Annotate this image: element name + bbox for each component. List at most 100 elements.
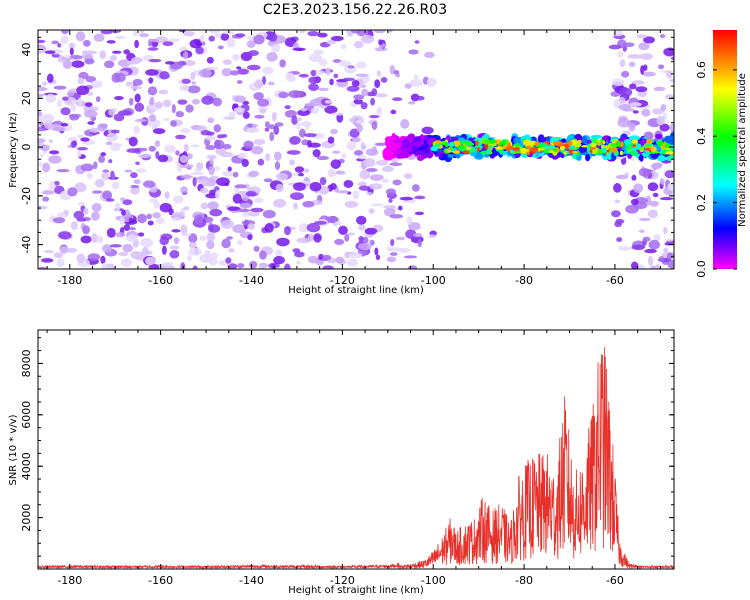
spectrogram-signal-core <box>619 150 624 156</box>
spectrogram-signal-core <box>625 147 632 150</box>
spectrogram-signal-core <box>610 143 619 148</box>
spectrogram-noise-blob <box>329 182 337 190</box>
spectrogram-noise-blob <box>145 256 156 266</box>
spectrogram-noise-blob <box>149 96 155 106</box>
spectrogram-noise-blob <box>60 245 69 255</box>
spectrogram-signal-core <box>520 147 528 154</box>
spectrogram-noise-blob <box>114 202 121 212</box>
spectrogram-noise-blob <box>133 125 140 134</box>
spectrogram-noise-blob <box>192 176 197 187</box>
spectrogram-noise-blob <box>76 134 84 139</box>
spectrogram-noise-blob <box>268 32 278 42</box>
spectrogram-signal-core <box>609 148 613 153</box>
spectrogram-noise-blob <box>413 74 419 80</box>
spectrogram-noise-blob <box>331 112 345 116</box>
spectrogram-noise-blob <box>253 139 266 146</box>
spectrogram-signal-blob <box>426 139 432 145</box>
spectrogram-panel: -180 -160 -140 -120 -100 -80 -60 -40 -20 0 20 40 H… <box>8 29 675 296</box>
spectrogram-noise-blob <box>214 32 222 39</box>
spectrogram-noise-blob <box>340 44 347 50</box>
spectrogram-signal-blob <box>419 134 425 144</box>
spectrogram-noise-blob <box>190 72 196 81</box>
spectrogram-noise-blob <box>258 263 267 269</box>
spectrogram-noise-blob <box>67 187 78 197</box>
spectrogram-noise-blob <box>180 233 192 237</box>
spectrogram-signal-core <box>489 146 494 149</box>
spectrogram-noise-blob <box>261 75 267 85</box>
spectrogram-noise-blob <box>128 217 133 223</box>
spectrogram-noise-blob <box>70 104 77 112</box>
spectrogram-signal-core <box>650 146 657 153</box>
spectrogram-noise-blob <box>164 191 170 199</box>
spectrogram-noise-blob <box>134 102 145 112</box>
spectrogram-noise-blob <box>73 210 85 220</box>
spectrogram-noise-blob <box>399 196 414 201</box>
spectrogram-noise-blob <box>205 145 216 151</box>
spectrogram-noise-blob <box>159 202 172 213</box>
spectrogram-noise-blob <box>56 169 70 173</box>
spectrogram-noise-blob <box>666 71 673 79</box>
spectrogram-noise-blob <box>109 54 118 62</box>
spectrogram-noise-blob <box>102 169 110 173</box>
spectrogram-noise-blob <box>358 224 366 231</box>
spectrogram-noise-blob <box>273 151 282 161</box>
spectrogram-noise-blob <box>417 238 422 248</box>
spectrogram-noise-blob <box>334 221 343 226</box>
spectrogram-noise-blob <box>308 53 323 63</box>
spectrogram-noise-blob <box>289 135 301 145</box>
spectrogram-noise-blob <box>190 172 205 176</box>
spectrogram-signal-core <box>638 146 645 151</box>
spectrogram-signal-core <box>448 148 457 151</box>
spectrogram-noise-blob <box>284 105 291 110</box>
snr-x-tick-label: -60 <box>606 574 624 587</box>
spectrogram-noise-blob <box>293 182 306 191</box>
spectrogram-noise-blob <box>228 248 235 253</box>
spectrogram-noise-blob <box>242 100 250 105</box>
spectrogram-noise-blob <box>293 202 298 210</box>
spectrogram-noise-blob <box>214 165 220 172</box>
spectrogram-noise-blob <box>164 61 175 65</box>
spectrogram-noise-blob <box>180 262 186 269</box>
spectrogram-noise-blob <box>236 80 243 84</box>
spectrogram-noise-blob <box>669 78 674 83</box>
spectrogram-signal-core <box>448 142 456 147</box>
spectrogram-noise-blob <box>180 224 188 235</box>
spectrogram-noise-blob <box>247 234 253 241</box>
spectrogram-noise-blob <box>182 51 189 60</box>
spectrogram-noise-blob <box>618 103 632 111</box>
spectrogram-noise-blob <box>334 238 345 245</box>
spectrogram-noise-blob <box>41 258 54 263</box>
spectrogram-noise-blob <box>393 69 400 75</box>
spectrogram-noise-blob <box>322 265 334 269</box>
spectrogram-noise-blob <box>254 79 264 89</box>
spectrogram-noise-blob <box>289 192 304 201</box>
spectrogram-noise-blob <box>200 202 209 210</box>
spectrogram-x-axis-label: Height of straight line (km) <box>288 285 424 296</box>
spectrogram-noise-blob <box>227 166 232 172</box>
spectrogram-noise-blob <box>221 238 231 249</box>
spectrogram-heatmap <box>38 30 674 269</box>
spectrogram-noise-blob <box>98 155 106 164</box>
spectrogram-x-tick-label: -180 <box>57 274 82 287</box>
spectrogram-signal-core <box>471 147 476 151</box>
spectrogram-noise-blob <box>395 236 406 241</box>
spectrogram-noise-blob <box>647 182 659 192</box>
spectrogram-noise-blob <box>243 140 254 149</box>
spectrogram-noise-blob <box>207 201 219 210</box>
snr-x-tick-label: -120 <box>330 574 355 587</box>
spectrogram-noise-blob <box>120 258 133 267</box>
spectrogram-noise-blob <box>324 105 338 114</box>
spectrogram-noise-blob <box>122 199 133 206</box>
spectrogram-noise-blob <box>91 202 102 212</box>
spectrogram-noise-blob <box>306 222 321 233</box>
spectrogram-noise-blob <box>343 179 354 188</box>
spectrogram-signal-blob <box>402 138 410 147</box>
spectrogram-signal-core <box>512 147 520 151</box>
spectrogram-x-tick-label: -100 <box>421 274 446 287</box>
spectrogram-noise-blob <box>148 58 162 63</box>
spectrogram-noise-blob <box>375 93 388 98</box>
spectrogram-noise-blob <box>630 198 639 206</box>
spectrogram-noise-blob <box>160 233 173 241</box>
colorbar-tick-label: 0.6 <box>695 61 708 79</box>
spectrogram-noise-blob <box>365 148 379 157</box>
